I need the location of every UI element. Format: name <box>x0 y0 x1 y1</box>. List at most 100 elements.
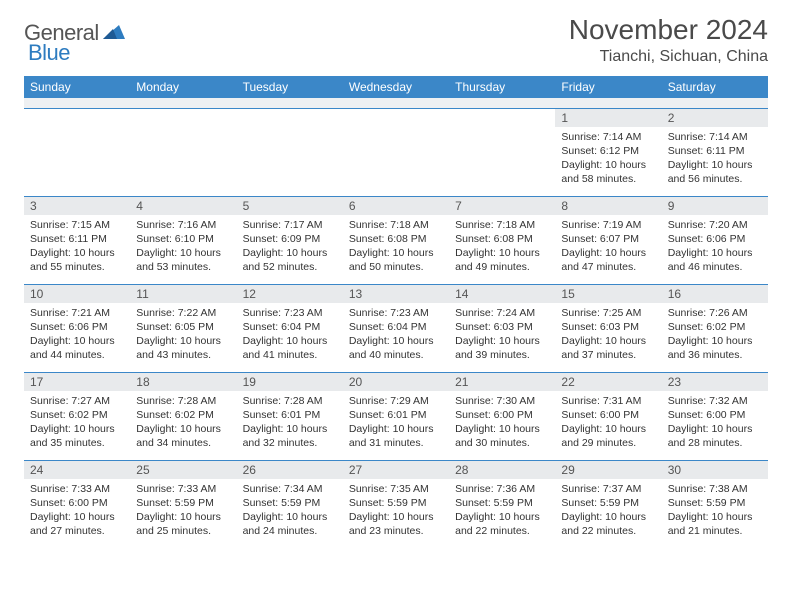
day-number: 6 <box>343 197 449 215</box>
day-number: 30 <box>662 461 768 479</box>
day-number: 19 <box>237 373 343 391</box>
logo-text-blue: Blue <box>28 40 70 65</box>
weekday-header: Monday <box>130 76 236 98</box>
weekday-header: Friday <box>555 76 661 98</box>
day-body: Sunrise: 7:18 AMSunset: 6:08 PMDaylight:… <box>449 215 555 279</box>
calendar-day-cell: 17Sunrise: 7:27 AMSunset: 6:02 PMDayligh… <box>24 372 130 460</box>
calendar-week-row: 3Sunrise: 7:15 AMSunset: 6:11 PMDaylight… <box>24 196 768 284</box>
calendar-day-cell: 1Sunrise: 7:14 AMSunset: 6:12 PMDaylight… <box>555 108 661 196</box>
day-number: 21 <box>449 373 555 391</box>
calendar-day-cell: 20Sunrise: 7:29 AMSunset: 6:01 PMDayligh… <box>343 372 449 460</box>
day-number: 28 <box>449 461 555 479</box>
header: General November 2024 Tianchi, Sichuan, … <box>24 14 768 66</box>
day-body: Sunrise: 7:25 AMSunset: 6:03 PMDaylight:… <box>555 303 661 367</box>
logo-triangle-icon <box>103 23 125 44</box>
day-body: Sunrise: 7:32 AMSunset: 6:00 PMDaylight:… <box>662 391 768 455</box>
day-number: 22 <box>555 373 661 391</box>
day-body: Sunrise: 7:34 AMSunset: 5:59 PMDaylight:… <box>237 479 343 543</box>
calendar-day-cell: 5Sunrise: 7:17 AMSunset: 6:09 PMDaylight… <box>237 196 343 284</box>
day-number: 9 <box>662 197 768 215</box>
day-body: Sunrise: 7:14 AMSunset: 6:11 PMDaylight:… <box>662 127 768 191</box>
day-body: Sunrise: 7:23 AMSunset: 6:04 PMDaylight:… <box>343 303 449 367</box>
day-number: 7 <box>449 197 555 215</box>
day-body: Sunrise: 7:15 AMSunset: 6:11 PMDaylight:… <box>24 215 130 279</box>
calendar-day-cell: 28Sunrise: 7:36 AMSunset: 5:59 PMDayligh… <box>449 460 555 548</box>
day-body: Sunrise: 7:36 AMSunset: 5:59 PMDaylight:… <box>449 479 555 543</box>
day-body: Sunrise: 7:33 AMSunset: 5:59 PMDaylight:… <box>130 479 236 543</box>
weekday-header: Saturday <box>662 76 768 98</box>
calendar-day-cell: 8Sunrise: 7:19 AMSunset: 6:07 PMDaylight… <box>555 196 661 284</box>
day-body: Sunrise: 7:28 AMSunset: 6:01 PMDaylight:… <box>237 391 343 455</box>
weekday-header: Sunday <box>24 76 130 98</box>
calendar-day-cell: 19Sunrise: 7:28 AMSunset: 6:01 PMDayligh… <box>237 372 343 460</box>
day-body: Sunrise: 7:22 AMSunset: 6:05 PMDaylight:… <box>130 303 236 367</box>
calendar-day-cell: .. <box>449 108 555 196</box>
day-body: Sunrise: 7:20 AMSunset: 6:06 PMDaylight:… <box>662 215 768 279</box>
day-number: 5 <box>237 197 343 215</box>
day-body: Sunrise: 7:23 AMSunset: 6:04 PMDaylight:… <box>237 303 343 367</box>
day-number: 8 <box>555 197 661 215</box>
day-number: 2 <box>662 109 768 127</box>
weekday-header: Thursday <box>449 76 555 98</box>
calendar-day-cell: 7Sunrise: 7:18 AMSunset: 6:08 PMDaylight… <box>449 196 555 284</box>
calendar-day-cell: 26Sunrise: 7:34 AMSunset: 5:59 PMDayligh… <box>237 460 343 548</box>
day-body: Sunrise: 7:18 AMSunset: 6:08 PMDaylight:… <box>343 215 449 279</box>
calendar-day-cell: .. <box>24 108 130 196</box>
calendar-day-cell: 24Sunrise: 7:33 AMSunset: 6:00 PMDayligh… <box>24 460 130 548</box>
day-body: Sunrise: 7:19 AMSunset: 6:07 PMDaylight:… <box>555 215 661 279</box>
day-body: Sunrise: 7:30 AMSunset: 6:00 PMDaylight:… <box>449 391 555 455</box>
calendar-day-cell: .. <box>237 108 343 196</box>
calendar-week-row: 10Sunrise: 7:21 AMSunset: 6:06 PMDayligh… <box>24 284 768 372</box>
day-number: 26 <box>237 461 343 479</box>
calendar-day-cell: .. <box>343 108 449 196</box>
day-number: 17 <box>24 373 130 391</box>
day-body: Sunrise: 7:17 AMSunset: 6:09 PMDaylight:… <box>237 215 343 279</box>
calendar-day-cell: 12Sunrise: 7:23 AMSunset: 6:04 PMDayligh… <box>237 284 343 372</box>
day-number: 23 <box>662 373 768 391</box>
day-number: 25 <box>130 461 236 479</box>
calendar-day-cell: 29Sunrise: 7:37 AMSunset: 5:59 PMDayligh… <box>555 460 661 548</box>
day-body: Sunrise: 7:21 AMSunset: 6:06 PMDaylight:… <box>24 303 130 367</box>
calendar-day-cell: 18Sunrise: 7:28 AMSunset: 6:02 PMDayligh… <box>130 372 236 460</box>
calendar-day-cell: .. <box>130 108 236 196</box>
calendar-day-cell: 27Sunrise: 7:35 AMSunset: 5:59 PMDayligh… <box>343 460 449 548</box>
day-number: 20 <box>343 373 449 391</box>
day-body: Sunrise: 7:29 AMSunset: 6:01 PMDaylight:… <box>343 391 449 455</box>
day-number: 16 <box>662 285 768 303</box>
calendar-day-cell: 6Sunrise: 7:18 AMSunset: 6:08 PMDaylight… <box>343 196 449 284</box>
calendar-day-cell: 4Sunrise: 7:16 AMSunset: 6:10 PMDaylight… <box>130 196 236 284</box>
day-body: Sunrise: 7:35 AMSunset: 5:59 PMDaylight:… <box>343 479 449 543</box>
calendar-day-cell: 15Sunrise: 7:25 AMSunset: 6:03 PMDayligh… <box>555 284 661 372</box>
day-body: Sunrise: 7:27 AMSunset: 6:02 PMDaylight:… <box>24 391 130 455</box>
day-number: 18 <box>130 373 236 391</box>
day-number: 3 <box>24 197 130 215</box>
day-body: Sunrise: 7:24 AMSunset: 6:03 PMDaylight:… <box>449 303 555 367</box>
calendar-day-cell: 11Sunrise: 7:22 AMSunset: 6:05 PMDayligh… <box>130 284 236 372</box>
day-body: Sunrise: 7:37 AMSunset: 5:59 PMDaylight:… <box>555 479 661 543</box>
day-number: 11 <box>130 285 236 303</box>
calendar-day-cell: 23Sunrise: 7:32 AMSunset: 6:00 PMDayligh… <box>662 372 768 460</box>
weekday-header: Tuesday <box>237 76 343 98</box>
month-title: November 2024 <box>569 14 768 46</box>
calendar-head: SundayMondayTuesdayWednesdayThursdayFrid… <box>24 76 768 98</box>
calendar-day-cell: 10Sunrise: 7:21 AMSunset: 6:06 PMDayligh… <box>24 284 130 372</box>
calendar-week-row: 24Sunrise: 7:33 AMSunset: 6:00 PMDayligh… <box>24 460 768 548</box>
calendar-body: ..........1Sunrise: 7:14 AMSunset: 6:12 … <box>24 98 768 548</box>
weekday-header: Wednesday <box>343 76 449 98</box>
calendar-day-cell: 21Sunrise: 7:30 AMSunset: 6:00 PMDayligh… <box>449 372 555 460</box>
calendar-day-cell: 14Sunrise: 7:24 AMSunset: 6:03 PMDayligh… <box>449 284 555 372</box>
title-block: November 2024 Tianchi, Sichuan, China <box>569 14 768 66</box>
logo-blue-row: Blue <box>28 40 70 66</box>
day-body: Sunrise: 7:16 AMSunset: 6:10 PMDaylight:… <box>130 215 236 279</box>
calendar-week-row: 17Sunrise: 7:27 AMSunset: 6:02 PMDayligh… <box>24 372 768 460</box>
calendar-day-cell: 2Sunrise: 7:14 AMSunset: 6:11 PMDaylight… <box>662 108 768 196</box>
calendar-day-cell: 16Sunrise: 7:26 AMSunset: 6:02 PMDayligh… <box>662 284 768 372</box>
calendar-day-cell: 30Sunrise: 7:38 AMSunset: 5:59 PMDayligh… <box>662 460 768 548</box>
day-number: 29 <box>555 461 661 479</box>
calendar-day-cell: 22Sunrise: 7:31 AMSunset: 6:00 PMDayligh… <box>555 372 661 460</box>
calendar-day-cell: 25Sunrise: 7:33 AMSunset: 5:59 PMDayligh… <box>130 460 236 548</box>
day-number: 10 <box>24 285 130 303</box>
calendar-day-cell: 9Sunrise: 7:20 AMSunset: 6:06 PMDaylight… <box>662 196 768 284</box>
day-number: 1 <box>555 109 661 127</box>
day-number: 24 <box>24 461 130 479</box>
